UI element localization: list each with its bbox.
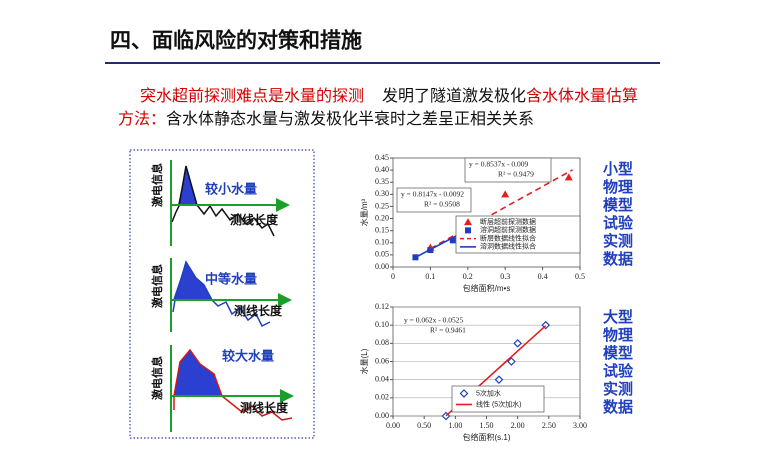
data-point <box>564 173 573 181</box>
trace <box>172 260 271 328</box>
data-point <box>449 237 456 244</box>
annotation: R² = 0.9508 <box>424 200 460 209</box>
y-tick-label: 0.40 <box>375 165 389 174</box>
x-tick-label: 0.2 <box>463 272 473 281</box>
x-tick-label: 2.50 <box>542 421 556 430</box>
y-tick-label: 0.35 <box>375 177 389 186</box>
x-axis-label: 包络面积/m•s <box>463 283 511 293</box>
x-tick-label: 0.00 <box>386 421 400 430</box>
y-tick-label: 0.02 <box>375 393 389 402</box>
x-tick-label: 0.50 <box>417 421 431 430</box>
legend-label: 断层数据线性拟合 <box>480 233 536 242</box>
legend-label: 5次加水 <box>476 388 501 397</box>
y-tick-label: 0.06 <box>375 356 389 365</box>
legend-box <box>455 215 581 254</box>
y-tick-label: 0.15 <box>375 225 389 234</box>
y-tick-label: 0.12 <box>375 302 389 311</box>
subtitle-line: 突水超前探测难点是水量的探测 发明了隧道激发极化含水体水量估算 <box>140 86 638 105</box>
data-point <box>541 320 551 330</box>
subtitle-segment: 方法： <box>118 110 166 128</box>
side-label: 实测 <box>603 232 633 250</box>
peak-area <box>174 350 222 396</box>
y-tick-label: 0.00 <box>375 411 389 420</box>
x-tick-label: 0.3 <box>500 272 510 281</box>
x-tick-label: 0.1 <box>425 272 435 281</box>
side-label: 大型 <box>603 308 633 326</box>
x-tick-label: 0.4 <box>538 272 548 281</box>
plot-label: 中等水量 <box>205 271 257 286</box>
subtitle-segment: 突水超前探测难点是水量的探测 <box>140 87 364 105</box>
slide-title: 四、面临风险的对策和措施 <box>110 29 362 53</box>
data-point <box>494 375 504 385</box>
x-axis-label: 包络面积(s.1) <box>463 432 511 442</box>
x-tick-label: 1.00 <box>448 421 462 430</box>
x-tick-label: 3.00 <box>573 421 587 430</box>
legend-label: 溶洞数据线性拟合 <box>480 242 536 251</box>
panel-border <box>129 149 315 439</box>
x-tick-label: 0.5 <box>575 272 585 281</box>
side-label: 物理 <box>603 326 633 344</box>
y-tick-label: 0.04 <box>375 374 389 383</box>
plot-y-label: 激电信息 <box>150 163 164 207</box>
annotation: y = 0.062x - 0.0525 <box>404 316 463 325</box>
side-label: 数据 <box>603 250 633 268</box>
trace <box>171 165 275 237</box>
legend-box <box>451 385 545 413</box>
side-label: 模型 <box>603 196 633 214</box>
y-axis-label: 水量(L) <box>359 348 369 374</box>
plot-label: 较小水量 <box>205 181 257 196</box>
subtitle-segment: 发明了隧道激发极化 <box>382 87 526 105</box>
side-label: 物理 <box>603 178 633 196</box>
side-label: 小型 <box>603 160 633 178</box>
annotation-box <box>464 157 552 183</box>
legend-swatch <box>465 227 471 234</box>
x-tick-label: 0 <box>391 272 395 281</box>
plot-label: 较大水量 <box>222 348 274 363</box>
y-axis-label: 水量/m³ <box>359 198 369 226</box>
y-tick-label: 0.05 <box>375 250 389 259</box>
peak-area <box>178 166 197 205</box>
annotation: y = 0.8147x - 0.0092 <box>401 190 464 199</box>
y-tick-label: 0.00 <box>375 262 389 271</box>
y-tick-label: 0.10 <box>375 238 389 247</box>
plot-x-label: 测线长度 <box>240 400 289 415</box>
y-tick-label: 0.08 <box>375 338 389 347</box>
legend-label: 溶洞超前探测数据 <box>480 225 536 234</box>
x-tick-label: 2.00 <box>511 421 525 430</box>
annotation: R² = 0.9479 <box>498 170 534 179</box>
legend-swatch <box>459 389 469 398</box>
legend-label: 断层超前探测数据 <box>480 217 536 226</box>
side-label: 试验 <box>603 362 634 380</box>
legend-swatch <box>464 218 472 226</box>
side-label: 实测 <box>603 380 633 398</box>
annotation-box <box>396 187 472 213</box>
fit-line <box>430 169 573 250</box>
side-label: 模型 <box>603 344 633 362</box>
y-tick-label: 0.25 <box>375 201 389 210</box>
plot-x-label: 测线长度 <box>234 303 283 318</box>
legend-label: 线性 (5次加水) <box>476 399 522 408</box>
annotation: y = 0.8537x - 0.009 <box>469 160 528 169</box>
y-tick-label: 0.20 <box>375 213 389 222</box>
plot-y-label: 激电信息 <box>150 264 164 308</box>
y-tick-label: 0.45 <box>375 153 389 162</box>
subtitle-segment: 含水体静态水量与激发极化半衰时之差呈正相关关系 <box>166 110 534 128</box>
plot-x-label: 测线长度 <box>230 212 279 227</box>
subtitle-line: 方法：含水体静态水量与激发极化半衰时之差呈正相关关系 <box>118 110 534 128</box>
x-tick-label: 1.50 <box>480 421 494 430</box>
y-tick-label: 0.10 <box>375 320 389 329</box>
data-point <box>501 190 510 198</box>
y-tick-label: 0.30 <box>375 189 389 198</box>
trace <box>173 348 293 421</box>
schematic-panel <box>129 149 315 439</box>
plot-y-label: 激电信息 <box>150 356 164 400</box>
annotation: R² = 0.9461 <box>430 326 466 335</box>
subtitle-segment: 含水体水量估算 <box>526 86 638 105</box>
data-point <box>513 338 523 348</box>
side-label: 试验 <box>603 214 634 232</box>
side-label: 数据 <box>603 398 633 416</box>
data-point <box>507 357 516 366</box>
